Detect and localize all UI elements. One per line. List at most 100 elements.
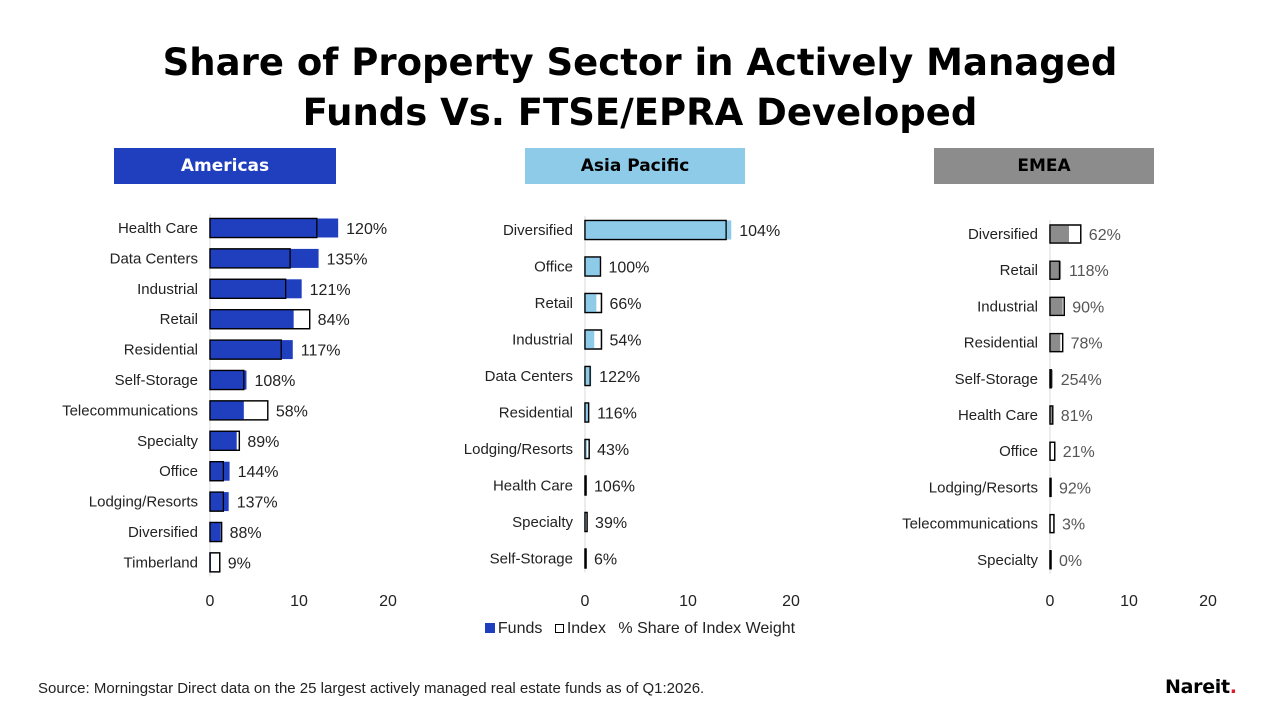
emea-category-label: Specialty <box>977 552 1038 569</box>
americas-funds-bar <box>210 370 247 390</box>
asia-pacific-category-label: Lodging/Resorts <box>464 441 573 458</box>
americas-category-label: Residential <box>124 342 198 359</box>
legend: Funds Index % Share of Index Weight <box>0 620 1280 638</box>
emea-funds-bar <box>1050 225 1069 243</box>
asia-pacific-index-outline <box>584 219 727 241</box>
americas-category-label: Timberland <box>124 554 198 571</box>
americas-index-outline <box>209 217 318 239</box>
asia-pacific-funds-bar <box>585 403 590 422</box>
americas-data-label: 144% <box>238 464 279 481</box>
asia-pacific-index-outline <box>584 511 588 533</box>
nareit-logo: Nareit. <box>1165 676 1237 698</box>
logo-dot: . <box>1229 676 1237 698</box>
asia-pacific-category-label: Specialty <box>512 514 573 531</box>
emea-funds-bar <box>1050 406 1053 424</box>
americas-category-label: Self-Storage <box>115 372 198 389</box>
asia-pacific-x-tick-label: 10 <box>679 593 697 610</box>
americas-funds-bar <box>210 248 319 268</box>
asia-pacific-category-label: Industrial <box>512 332 573 349</box>
emea-data-label: 0% <box>1059 553 1082 570</box>
americas-category-label: Lodging/Resorts <box>89 494 198 511</box>
americas-index-outline <box>209 339 282 360</box>
asia-pacific-x-tick-label: 20 <box>782 593 800 610</box>
asia-pacific-funds-bar <box>585 257 601 276</box>
emea-data-label: 118% <box>1069 263 1109 280</box>
americas-index-outline <box>209 430 241 451</box>
americas-data-label: 84% <box>318 312 350 329</box>
legend-swatch-index <box>554 624 564 633</box>
emea-index-outline <box>1049 441 1056 461</box>
emea-x-tick-label: 10 <box>1120 593 1138 610</box>
chart-title-line1: Share of Property Sector in Actively Man… <box>162 41 1118 84</box>
asia-pacific-index-outline <box>584 365 591 387</box>
asia-pacific-data-label: 39% <box>595 515 627 532</box>
asia-pacific-data-label: 122% <box>599 369 640 386</box>
emea-x-tick-label: 0 <box>1046 593 1055 610</box>
panel-header-asia-pacific: Asia Pacific <box>525 148 745 184</box>
asia-pacific-data-label: 106% <box>594 479 635 496</box>
americas-data-label: 89% <box>247 434 279 451</box>
emea-data-label: 78% <box>1071 336 1103 353</box>
emea-data-label: 81% <box>1061 408 1093 425</box>
americas-category-label: Retail <box>160 311 198 328</box>
americas-funds-bar <box>210 340 293 360</box>
americas-funds-bar <box>210 492 229 512</box>
americas-funds-bar <box>210 400 244 420</box>
americas-index-outline <box>209 369 245 391</box>
americas-index-outline <box>209 248 291 269</box>
logo-text: Nareit <box>1165 676 1230 698</box>
americas-x-tick-label: 0 <box>206 593 215 610</box>
americas-index-outline <box>209 552 221 573</box>
asia-pacific-index-outline <box>584 329 603 350</box>
asia-pacific-funds-bar <box>585 439 588 459</box>
asia-pacific-category-label: Retail <box>535 295 573 312</box>
asia-pacific-x-tick-label: 0 <box>581 593 590 610</box>
panel-header-americas: Americas <box>114 148 336 184</box>
americas-funds-bar <box>210 522 221 542</box>
emea-data-label: 21% <box>1063 444 1095 461</box>
americas-index-outline <box>209 309 311 330</box>
americas-data-label: 108% <box>254 373 295 390</box>
legend-item-index: Index <box>554 620 611 637</box>
americas-index-bar <box>209 552 221 573</box>
americas-x-tick-label: 10 <box>290 593 308 610</box>
panel-header-emea: EMEA <box>934 148 1154 184</box>
asia-pacific-funds-bar <box>585 330 595 349</box>
emea-index-outline <box>1049 369 1052 389</box>
emea-data-label: 92% <box>1059 480 1091 497</box>
americas-category-label: Telecommunications <box>62 402 198 419</box>
asia-pacific-data-label: 100% <box>608 260 649 277</box>
legend-label-funds: Funds <box>497 620 543 637</box>
legend-label-index: Index <box>566 620 606 637</box>
asia-pacific-funds-bar <box>585 293 597 313</box>
americas-index-outline <box>209 491 225 512</box>
emea-index-outline <box>1049 513 1055 534</box>
legend-item-funds: Funds <box>484 620 547 637</box>
asia-pacific-category-label: Data Centers <box>485 368 573 385</box>
asia-pacific-data-label: 54% <box>609 333 641 350</box>
emea-data-label: 62% <box>1089 227 1121 244</box>
emea-index-outline <box>1049 550 1052 570</box>
americas-data-label: 137% <box>237 495 278 512</box>
chart-title: Share of Property Sector in Actively Man… <box>0 38 1280 138</box>
asia-pacific-funds-bar <box>585 366 592 386</box>
americas-funds-bar <box>210 279 302 299</box>
source-note: Source: Morningstar Direct data on the 2… <box>38 680 705 697</box>
asia-pacific-index-outline <box>584 292 603 314</box>
asia-pacific-index-outline <box>584 438 590 460</box>
americas-category-label: Industrial <box>137 281 198 298</box>
asia-pacific-data-label: 66% <box>609 296 641 313</box>
emea-category-label: Diversified <box>968 226 1038 243</box>
americas-data-label: 58% <box>276 403 308 420</box>
americas-funds-bar <box>210 431 237 451</box>
americas-index-outline <box>209 521 223 543</box>
emea-index-outline <box>1049 260 1061 280</box>
americas-index-outline <box>209 400 269 421</box>
asia-pacific-category-label: Health Care <box>493 478 573 495</box>
americas-data-label: 117% <box>301 343 341 360</box>
emea-category-label: Office <box>999 443 1038 460</box>
americas-data-label: 88% <box>230 525 262 542</box>
asia-pacific-index-outline <box>584 475 587 496</box>
emea-funds-bar <box>1050 261 1062 280</box>
asia-pacific-category-label: Self-Storage <box>490 551 573 568</box>
